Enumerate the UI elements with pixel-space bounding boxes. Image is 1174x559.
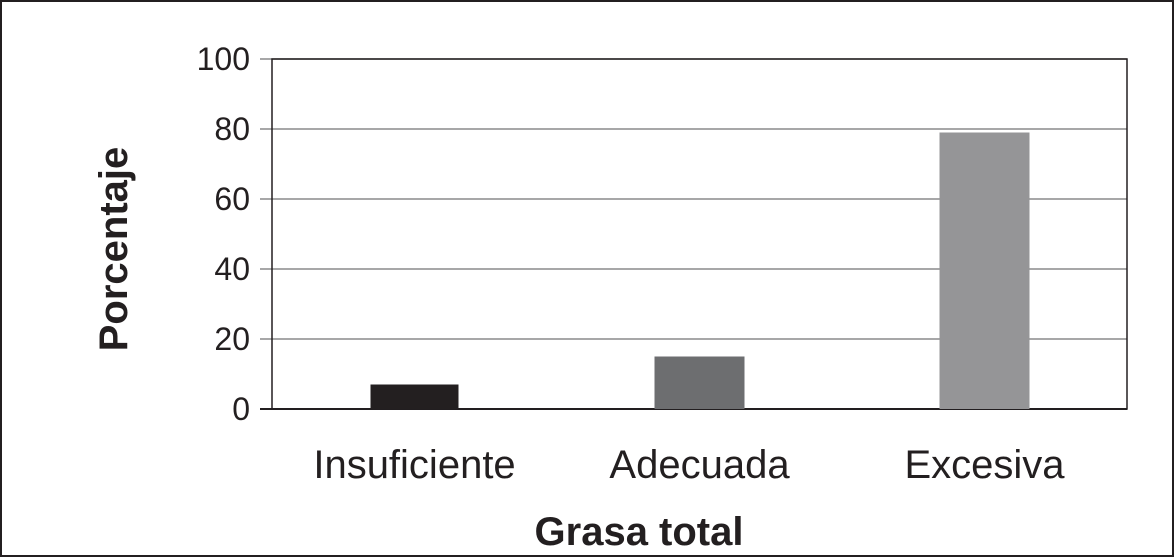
y-tick-label: 0 bbox=[232, 391, 250, 427]
y-axis-title: Porcentaje bbox=[92, 147, 136, 352]
y-tick-label: 100 bbox=[197, 41, 250, 77]
bars bbox=[370, 132, 1030, 409]
y-tick-label: 60 bbox=[214, 181, 250, 217]
x-axis-title: Grasa total bbox=[535, 510, 744, 554]
y-axis-ticks: 0 20 40 60 80 100 bbox=[197, 41, 250, 427]
x-tick-label: Insuficiente bbox=[313, 443, 515, 487]
x-tick-label: Excesiva bbox=[904, 443, 1065, 487]
bar-adecuada bbox=[654, 356, 745, 409]
bar-insuficiente bbox=[370, 384, 459, 409]
x-tick-label: Adecuada bbox=[609, 443, 790, 487]
bar-excesiva bbox=[939, 132, 1030, 409]
y-tick-label: 40 bbox=[214, 251, 250, 287]
y-tick-label: 20 bbox=[214, 321, 250, 357]
y-tick-label: 80 bbox=[214, 111, 250, 147]
x-axis-category-labels: Insuficiente Adecuada Excesiva bbox=[313, 443, 1065, 487]
